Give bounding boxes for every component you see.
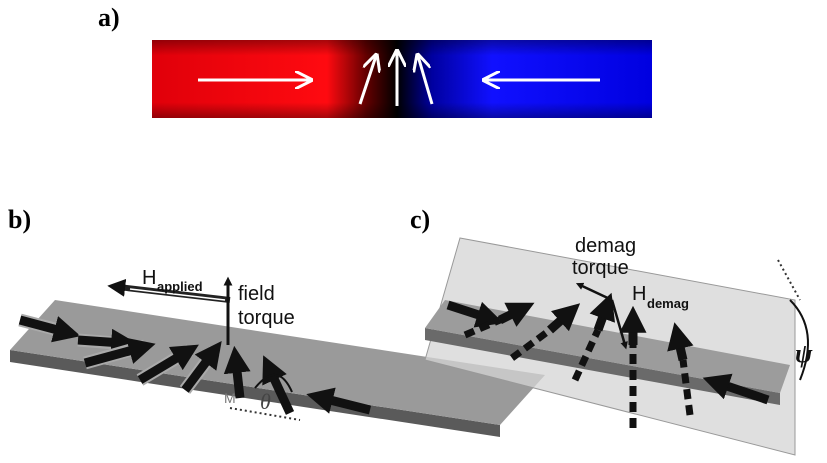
h-symbol: H <box>142 267 156 289</box>
torque-label: field <box>238 283 275 305</box>
panel-label: a) <box>98 3 120 32</box>
torque-label: torque <box>572 257 629 279</box>
angle-label: ψ <box>795 339 813 368</box>
figure: a) b) H applied field torque M θ c) <box>0 0 827 463</box>
angle-label: θ <box>260 389 271 414</box>
panel-label: c) <box>410 205 430 234</box>
h-subscript: demag <box>647 296 689 311</box>
m-label: M <box>224 390 236 406</box>
torque-label: demag <box>575 235 636 257</box>
torque-label: torque <box>238 307 295 329</box>
h-symbol: H <box>632 283 646 305</box>
panel-label: b) <box>8 205 31 234</box>
h-subscript: applied <box>157 279 203 294</box>
